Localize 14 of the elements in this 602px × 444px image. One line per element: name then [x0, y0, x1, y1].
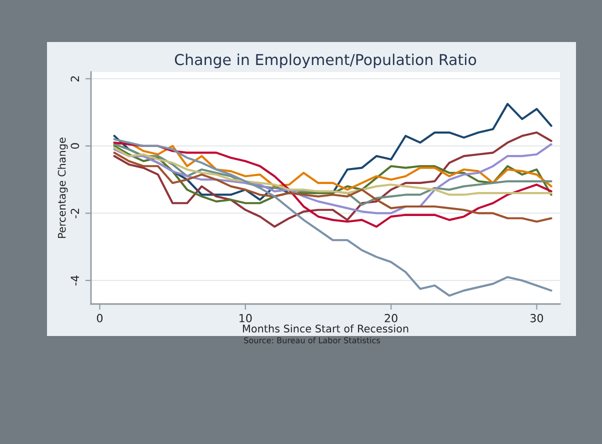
- source-note: Source: Bureau of Labor Statistics: [244, 337, 380, 344]
- x-tick-label: 10: [240, 314, 252, 322]
- y-axis-title: Percentage Change: [58, 138, 68, 238]
- x-axis-title: Months Since Start of Recession: [242, 324, 408, 333]
- x-tick-label: 30: [530, 314, 544, 322]
- chart-title: Change in Employment/Population Ratio: [174, 54, 476, 68]
- y-tick-label: -2: [70, 208, 79, 218]
- line-series: [113, 138, 552, 297]
- y-tick-label: -4: [70, 276, 79, 286]
- y-tick-label: 2: [70, 76, 79, 82]
- x-tick-label: 0: [96, 314, 103, 322]
- line-series: [113, 152, 552, 223]
- x-tick-label: 20: [384, 314, 398, 322]
- y-tick-label: 0: [70, 143, 80, 149]
